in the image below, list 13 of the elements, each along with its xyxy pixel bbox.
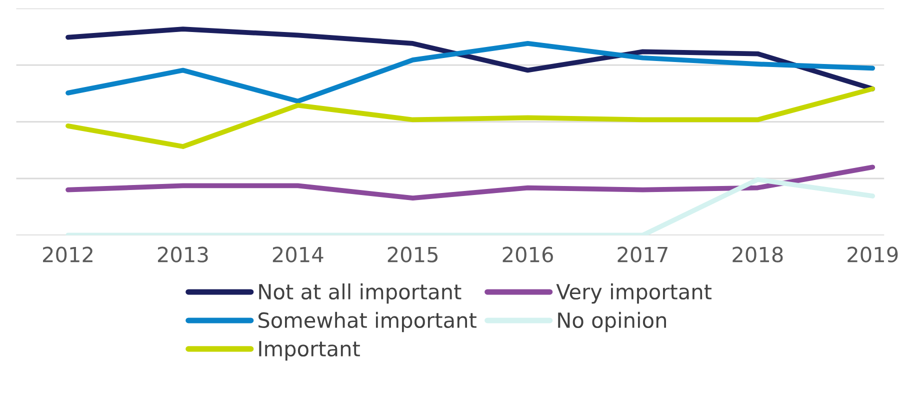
- x-tick-label: 2013: [158, 246, 208, 262]
- x-tick-label: 2012: [43, 246, 92, 262]
- x-tick-label: 2014: [272, 246, 324, 262]
- x-tick-label: 2017: [618, 246, 668, 262]
- legend-label: Somewhat important: [258, 312, 476, 332]
- legend-label: Very important: [556, 283, 712, 304]
- legend-label: Important: [259, 341, 360, 361]
- x-tick-label: 2018: [732, 246, 783, 262]
- x-tick-label: 2015: [388, 246, 438, 262]
- legend-label: Not at all important: [259, 283, 462, 304]
- legend-label: No opinion: [558, 312, 666, 332]
- x-tick-label: 2016: [502, 246, 553, 262]
- x-tick-label: 2019: [848, 246, 898, 262]
